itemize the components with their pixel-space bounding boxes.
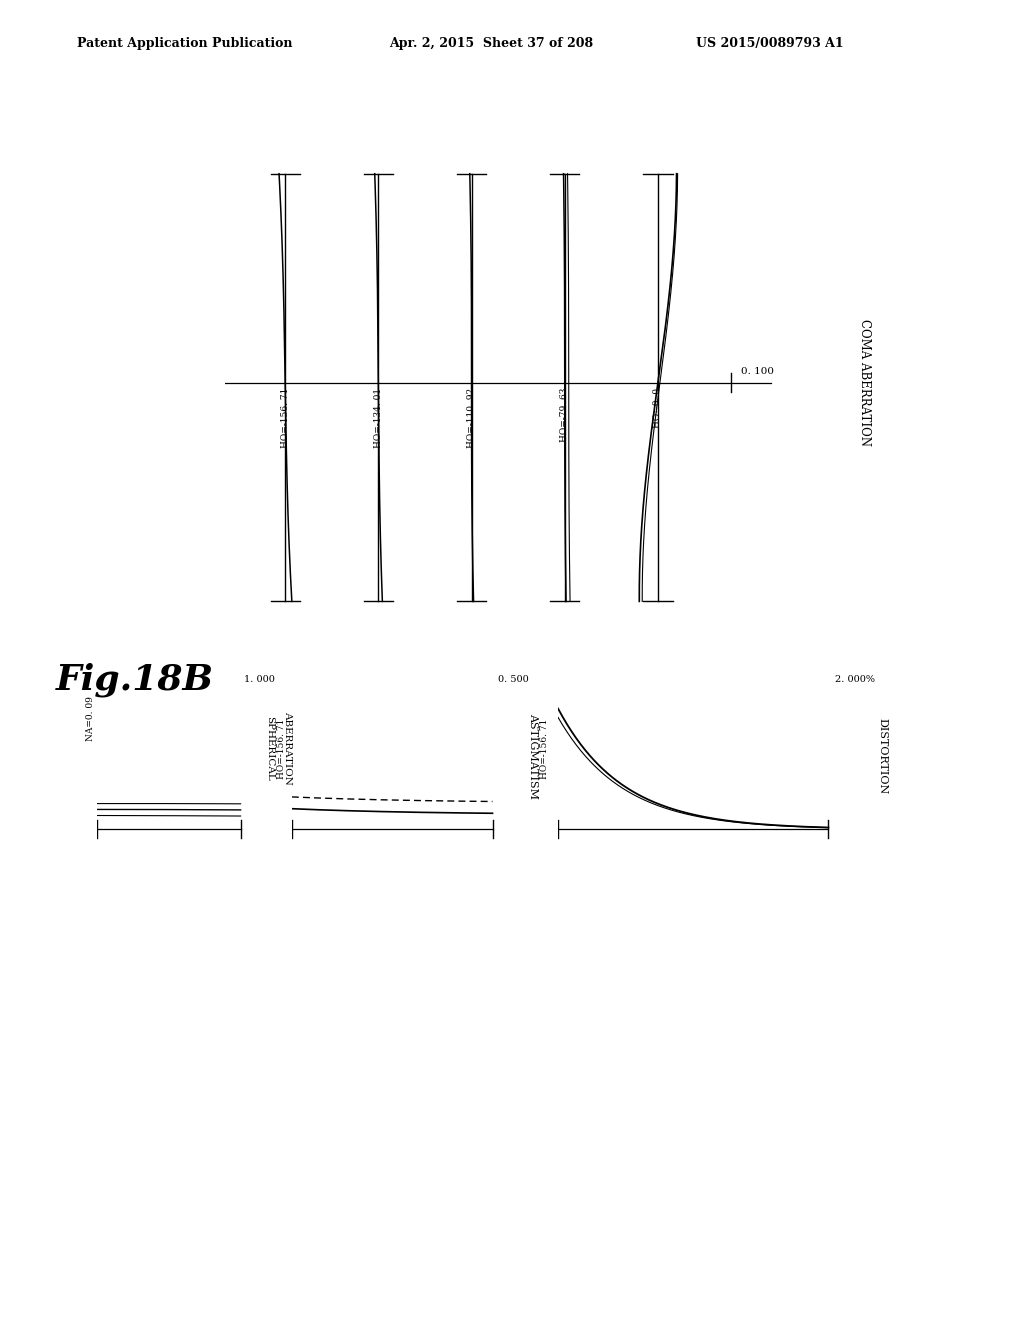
Text: Apr. 2, 2015  Sheet 37 of 208: Apr. 2, 2015 Sheet 37 of 208 [389,37,593,50]
Text: DISTORTION: DISTORTION [878,718,888,793]
Text: HO=-110. 92: HO=-110. 92 [467,388,476,447]
Text: 1. 000: 1. 000 [245,675,275,684]
Text: HO=-156. 71: HO=-156. 71 [281,388,290,447]
Text: HO=0. 0: HO=0. 0 [653,388,663,428]
Text: ASTIGMATISM: ASTIGMATISM [527,713,538,799]
Text: Patent Application Publication: Patent Application Publication [77,37,292,50]
Text: SPHERICAL: SPHERICAL [265,715,273,780]
Text: HO=-79. 63: HO=-79. 63 [560,388,569,442]
Text: ABERRATION: ABERRATION [283,711,292,785]
Text: HO=-156. 71: HO=-156. 71 [540,718,549,779]
Text: COMA ABERRATION: COMA ABERRATION [858,319,870,446]
Text: 0. 100: 0. 100 [741,367,774,376]
Text: 0. 500: 0. 500 [498,675,528,684]
Text: Fig.18B: Fig.18B [56,663,214,697]
Text: US 2015/0089793 A1: US 2015/0089793 A1 [696,37,844,50]
Text: HO=-156. 71: HO=-156. 71 [278,718,287,779]
Text: NA=0. 09: NA=0. 09 [86,697,94,742]
Text: HO=-134. 01: HO=-134. 01 [374,388,383,447]
Text: 2. 000%: 2. 000% [836,675,876,684]
